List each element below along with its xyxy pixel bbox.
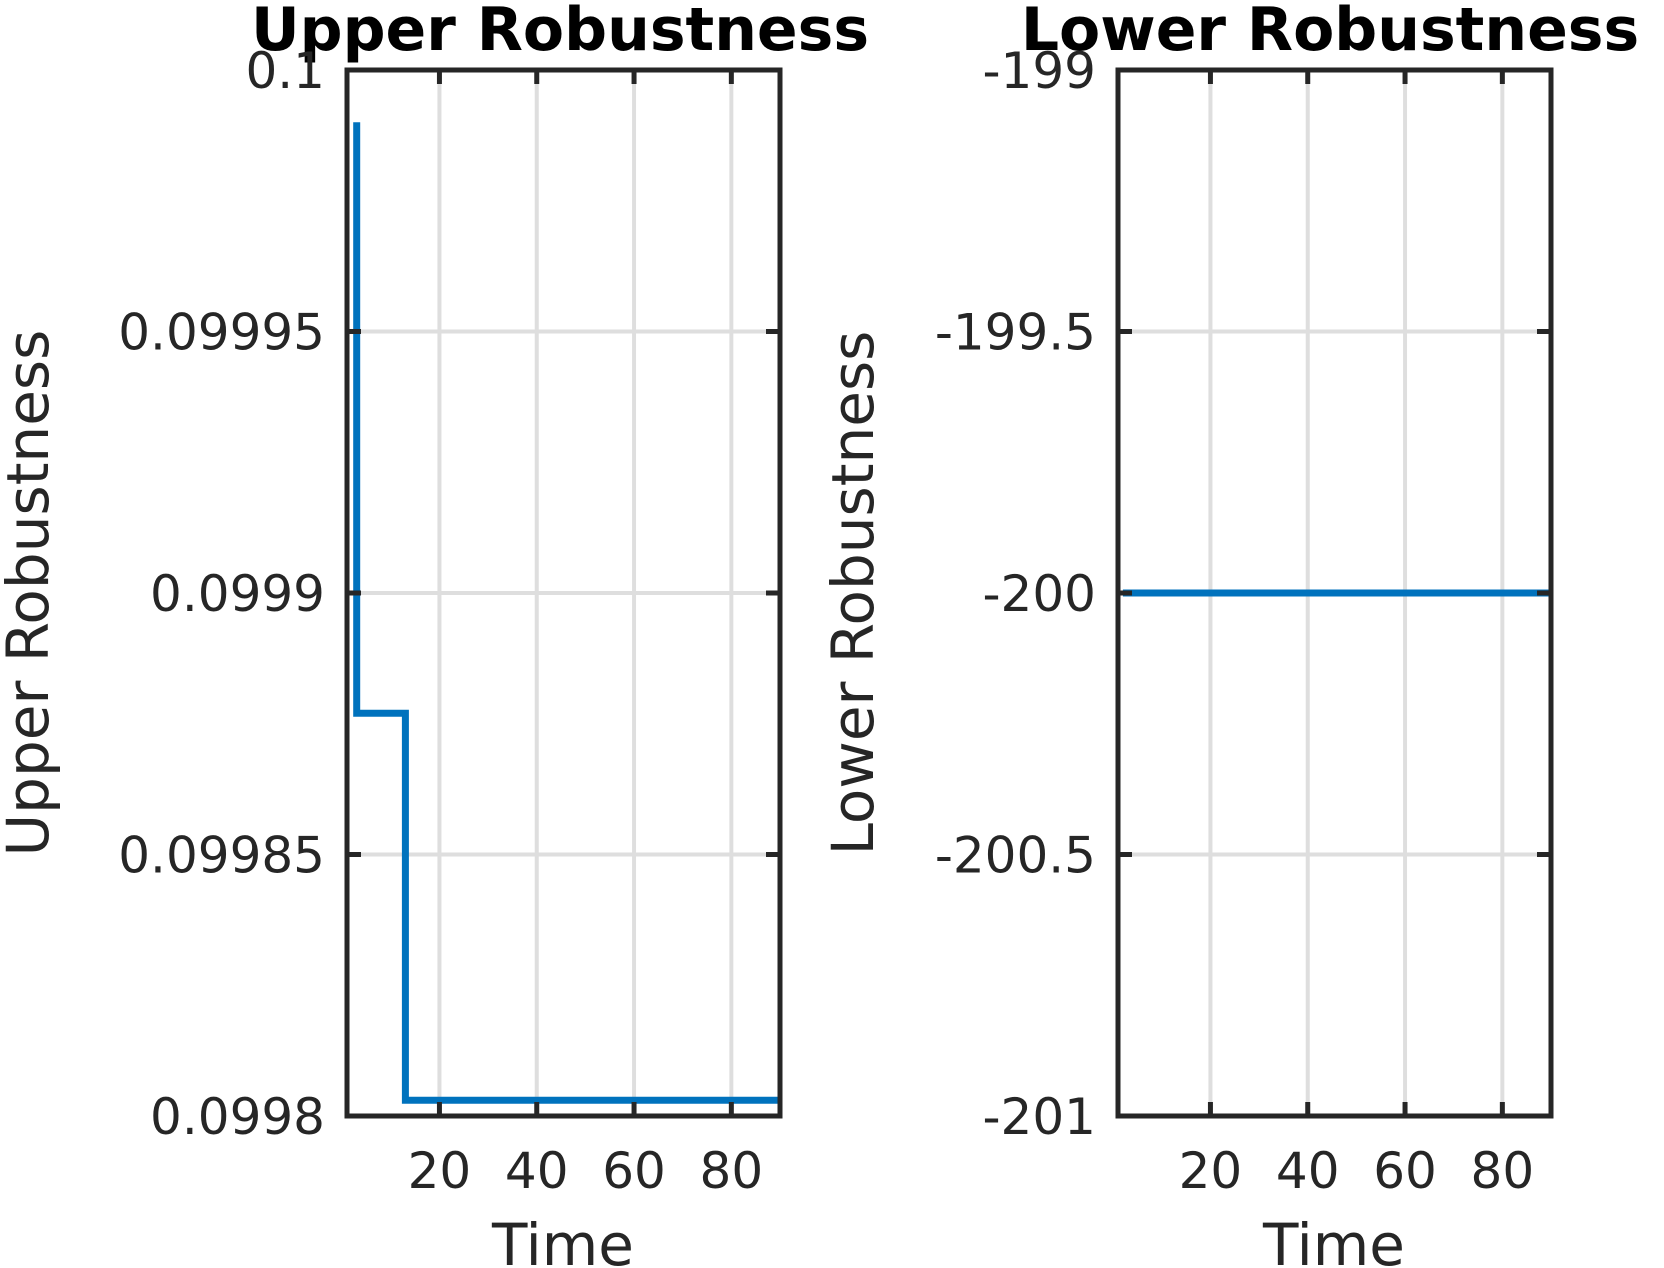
x-tick-labels: 20 40 60 80 xyxy=(1179,1142,1535,1200)
y-tick-label: 0.0999 xyxy=(150,565,325,623)
x-tick-label: 80 xyxy=(700,1142,764,1200)
y-tick-label: -200 xyxy=(983,565,1096,623)
chart-title: Lower Robustness xyxy=(1021,0,1639,65)
y-tick-label: -201 xyxy=(983,1088,1096,1146)
x-tick-label: 20 xyxy=(408,1142,472,1200)
series-group xyxy=(353,122,780,1104)
x-tick-labels: 20 40 60 80 xyxy=(408,1142,764,1200)
series-line xyxy=(353,122,780,1104)
y-tick-labels: 0.0998 0.09985 0.0999 0.09995 0.1 xyxy=(118,42,325,1146)
x-axis-label: Time xyxy=(491,1211,634,1268)
y-tick-label: 0.09995 xyxy=(118,304,325,362)
y-axis-label: Lower Robustness xyxy=(819,331,887,856)
y-tick-labels: -201 -200.5 -200 -199.5 -199 xyxy=(935,42,1096,1146)
y-tick-label: -199 xyxy=(983,42,1096,100)
x-tick-label: 80 xyxy=(1471,1142,1535,1200)
chart-title: Upper Robustness xyxy=(251,0,869,65)
x-tick-label: 40 xyxy=(505,1142,569,1200)
x-tick-label: 20 xyxy=(1179,1142,1243,1200)
y-tick-label: 0.0998 xyxy=(150,1088,325,1146)
x-tick-label: 60 xyxy=(602,1142,666,1200)
y-tick-label: 0.1 xyxy=(245,42,325,100)
x-axis-label: Time xyxy=(1262,1211,1405,1268)
y-axis-label: Upper Robustness xyxy=(0,330,62,857)
x-tick-label: 60 xyxy=(1373,1142,1437,1200)
y-tick-label: -200.5 xyxy=(935,827,1096,885)
upper-robustness-plot: Upper Robustness 20 40 60 80 0.09980.099850… xyxy=(0,0,869,1268)
axes-frame xyxy=(1115,67,1554,1119)
y-tick-label: -199.5 xyxy=(935,304,1096,362)
gridlines xyxy=(347,70,780,1116)
axes-frame xyxy=(344,67,783,1119)
y-tick-label: 0.09985 xyxy=(118,827,325,885)
lower-robustness-plot: Lower Robustness 20 40 60 80 -201 -200.5 -200… xyxy=(819,0,1639,1268)
x-tick-label: 40 xyxy=(1276,1142,1340,1200)
